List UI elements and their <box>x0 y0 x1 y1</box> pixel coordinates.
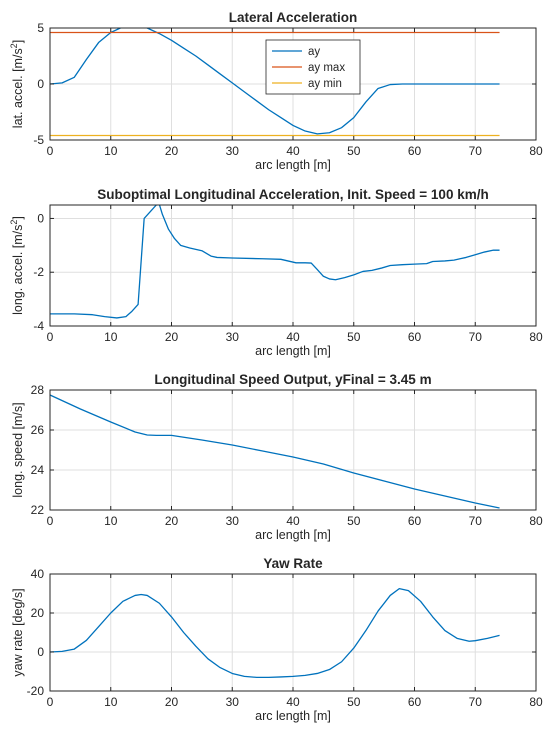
y-axis-label: yaw rate [deg/s] <box>11 588 25 676</box>
y-tick-label: 0 <box>37 645 44 659</box>
y-axis-label: lat. accel. [m/s2] <box>9 40 25 128</box>
y-axis-label: long. accel. [m/s2] <box>9 216 25 315</box>
x-tick-label: 30 <box>226 695 240 709</box>
x-tick-label: 0 <box>47 695 54 709</box>
x-axis-label: arc length [m] <box>255 528 331 542</box>
legend: ay ay max ay min <box>265 39 361 95</box>
chart-2: 0 10 20 30 40 50 60 70 80 -4 -2 0 Suboptimal Longitu… <box>9 187 543 358</box>
x-tick-label: 60 <box>408 514 422 528</box>
x-tick-label: 80 <box>529 144 543 158</box>
x-axis-label: arc length [m] <box>255 709 331 723</box>
chart-3: 0 10 20 30 40 50 60 70 80 22 24 26 28 Longitudinal Sp… <box>11 372 543 542</box>
x-axis-label: arc length [m] <box>255 344 331 358</box>
chart-title: Suboptimal Longitudinal Acceleration, In… <box>97 187 488 202</box>
chart-title: Longitudinal Speed Output, yFinal = 3.45… <box>154 372 431 387</box>
series-line-1 <box>50 394 500 509</box>
x-tick-label: 80 <box>529 695 543 709</box>
y-tick-label: -5 <box>33 133 44 147</box>
x-tick-label: 80 <box>529 330 543 344</box>
x-tick-label: 30 <box>226 144 240 158</box>
y-tick-label: 24 <box>31 463 45 477</box>
y-tick-label: 0 <box>37 211 44 225</box>
y-tick-label: -2 <box>33 265 44 279</box>
legend-label: ay max <box>308 62 345 74</box>
x-tick-label: 20 <box>165 514 179 528</box>
x-axis-label: arc length [m] <box>255 158 331 172</box>
x-tick-label: 60 <box>408 695 422 709</box>
x-tick-label: 40 <box>286 514 300 528</box>
y-tick-label: -20 <box>27 684 45 698</box>
x-tick-label: 60 <box>408 330 422 344</box>
x-tick-label: 40 <box>286 144 300 158</box>
x-tick-label: 10 <box>104 695 118 709</box>
x-tick-label: 10 <box>104 514 118 528</box>
x-tick-label: 50 <box>347 144 361 158</box>
x-tick-label: 70 <box>469 514 483 528</box>
x-tick-label: 10 <box>104 144 118 158</box>
chart-title: Lateral Acceleration <box>229 10 358 25</box>
x-tick-label: 30 <box>226 330 240 344</box>
y-axis-label: long. speed [m/s] <box>11 402 25 497</box>
x-tick-label: 20 <box>165 695 179 709</box>
y-tick-label: 5 <box>37 21 44 35</box>
series-line-1 <box>50 205 500 319</box>
x-tick-label: 50 <box>347 695 361 709</box>
y-tick-label: 0 <box>37 77 44 91</box>
x-tick-label: 0 <box>47 144 54 158</box>
x-tick-label: 40 <box>286 330 300 344</box>
x-tick-label: 40 <box>286 695 300 709</box>
chart-title: Yaw Rate <box>263 556 323 571</box>
x-tick-label: 70 <box>469 695 483 709</box>
x-tick-label: 0 <box>47 514 54 528</box>
y-tick-label: 40 <box>31 567 45 581</box>
x-tick-label: 50 <box>347 514 361 528</box>
x-tick-label: 80 <box>529 514 543 528</box>
x-tick-label: 70 <box>469 144 483 158</box>
x-tick-label: 0 <box>47 330 54 344</box>
x-tick-label: 50 <box>347 330 361 344</box>
x-tick-label: 10 <box>104 330 118 344</box>
series-line-1 <box>50 587 500 678</box>
legend-label: ay min <box>308 78 342 90</box>
x-tick-label: 20 <box>165 330 179 344</box>
x-tick-label: 30 <box>226 514 240 528</box>
y-tick-label: 22 <box>31 503 45 517</box>
y-tick-label: 28 <box>31 383 45 397</box>
legend-label: ay <box>308 46 320 58</box>
y-tick-label: 26 <box>31 423 45 437</box>
y-tick-label: 20 <box>31 606 45 620</box>
x-tick-label: 70 <box>469 330 483 344</box>
x-tick-label: 20 <box>165 144 179 158</box>
series-line-ay <box>50 28 500 135</box>
x-tick-label: 60 <box>408 144 422 158</box>
y-tick-label: -4 <box>33 319 44 333</box>
